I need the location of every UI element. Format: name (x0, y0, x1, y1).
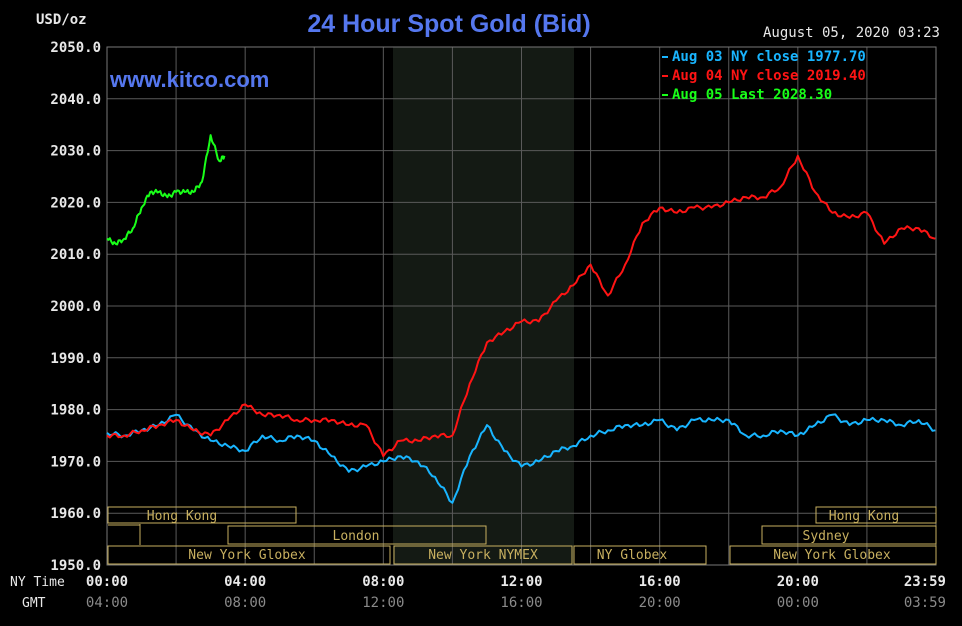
ny-tick-label: 04:00 (224, 574, 266, 590)
gmt-tick-label: 16:00 (500, 595, 542, 611)
y-tick-label: 2040.0 (50, 92, 101, 108)
series-line-aug03 (106, 413, 936, 504)
y-tick-label: 1980.0 (50, 403, 101, 419)
y-tick-label: 2000.0 (50, 299, 101, 315)
session-label-sydney: Sydney (803, 529, 850, 544)
series-line-aug05 (106, 134, 226, 246)
session-label-ny-globex-1: New York Globex (188, 548, 306, 563)
ny-tick-label: 16:00 (639, 574, 681, 590)
session-label-hong-kong-1: Hong Kong (147, 509, 217, 524)
timestamp: August 05, 2020 03:23 (763, 25, 940, 41)
ny-tick-label: 23:59 (904, 574, 946, 590)
y-tick-label: 2050.0 (50, 40, 101, 56)
y-tick-label: 2010.0 (50, 247, 101, 263)
market-sessions (107, 506, 937, 565)
y-tick-label: 2020.0 (50, 195, 101, 211)
price-series (106, 134, 936, 504)
plot-area-border (106, 46, 937, 566)
site-url: www.kitco.com (109, 67, 269, 92)
y-tick-label: 1960.0 (50, 506, 101, 522)
session-box-hong-kong-2 (815, 506, 937, 524)
session-label-ny-globex-3: New York Globex (773, 548, 891, 563)
session-label-ny-globex-2: NY Globex (597, 548, 668, 563)
legend-dashes (662, 56, 668, 96)
session-box-ny-globex-3 (729, 545, 937, 565)
chart-title: 24 Hour Spot Gold (Bid) (307, 10, 590, 38)
y-axis-ticks: 2050.0 2040.0 2030.0 2020.0 2010.0 2000.0 1990… (50, 40, 101, 574)
gmt-tick-label: 00:00 (777, 595, 819, 611)
session-box-ny-globex-2 (573, 545, 707, 565)
y-tick-label: 1990.0 (50, 351, 101, 367)
gmt-tick-label: 03:59 (904, 595, 946, 611)
session-box-ny-nymex (393, 545, 573, 565)
unit-label: USD/oz (36, 12, 87, 28)
session-label-hong-kong-2: Hong Kong (829, 509, 899, 524)
session-label-ny-nymex: New York NYMEX (428, 548, 538, 563)
legend-item-aug05: Aug 05 Last 2028.30 (672, 87, 832, 103)
gmt-tick-label: 08:00 (224, 595, 266, 611)
ny-tick-label: 08:00 (362, 574, 404, 590)
ny-tick-label: 12:00 (500, 574, 542, 590)
ny-time-label: NY Time (10, 575, 65, 590)
session-labels: Hong Kong London New York Globex New Yor… (147, 509, 899, 563)
series-line-aug04 (106, 154, 936, 458)
session-label-london: London (333, 529, 380, 544)
session-box-ny-globex-1 (107, 545, 391, 565)
y-tick-label: 1970.0 (50, 454, 101, 470)
y-tick-label: 1950.0 (50, 558, 101, 574)
gmt-tick-label: 12:00 (362, 595, 404, 611)
legend-item-aug04: Aug 04 NY close 2019.40 (672, 68, 866, 84)
legend-item-aug03: Aug 03 NY close 1977.70 (672, 49, 866, 65)
session-box-london (227, 525, 487, 545)
gmt-tick-label: 04:00 (86, 595, 128, 611)
ny-tick-label: 00:00 (86, 574, 128, 590)
legend: Aug 03 NY close 1977.70 Aug 04 NY close … (672, 49, 866, 103)
chart-grid (107, 47, 936, 565)
session-box-sydney (761, 525, 937, 545)
gmt-tick-label: 20:00 (639, 595, 681, 611)
gmt-label: GMT (22, 596, 46, 611)
x-axis-ticks: 00:00 04:00 08:00 12:00 16:00 20:00 23:59 04:00… (86, 574, 946, 611)
ny-tick-label: 20:00 (777, 574, 819, 590)
session-box-hong-kong-1 (107, 506, 297, 524)
y-tick-label: 2030.0 (50, 144, 101, 160)
